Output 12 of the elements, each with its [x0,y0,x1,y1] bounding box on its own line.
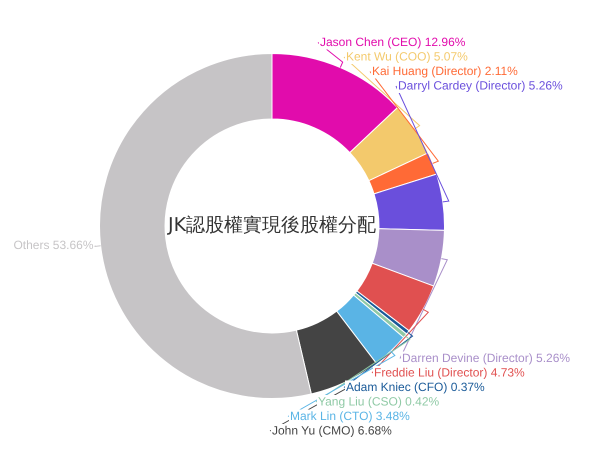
slice-label: Kai Huang (Director) 2.11% [372,64,518,78]
slice-label: Freddie Liu (Director) 4.73% [374,365,526,380]
slice-label: Jason Chen (CEO) 12.96% [320,34,466,49]
slice-label: Mark Lin (CTO) 3.48% [290,408,410,423]
slice-label: Adam Kniec (CFO) 0.37% [346,380,486,394]
slice-label: John Yu (CMO) 6.68% [272,423,392,438]
slice-label: Yang Liu (CSO) 0.42% [318,394,440,408]
slice-label: Kent Wu (COO) 5.07% [346,49,468,64]
slice-label: Darren Devine (Director) 5.26% [402,350,570,365]
slice-label: Others 53.66% [13,238,94,252]
text: JK認股權實現後股權分配 [166,214,376,236]
slice-label: Darryl Cardey (Director) 5.26% [398,78,564,92]
